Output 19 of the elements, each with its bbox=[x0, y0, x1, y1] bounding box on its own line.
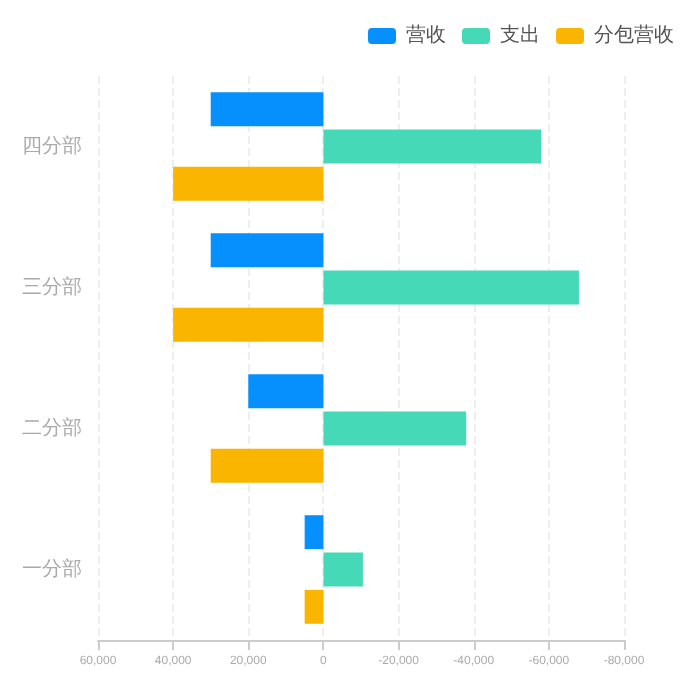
bar bbox=[304, 515, 324, 550]
bar bbox=[210, 92, 324, 127]
bar bbox=[248, 374, 324, 409]
y-tick-label: 一分部 bbox=[22, 556, 82, 581]
bar bbox=[323, 411, 467, 446]
bar bbox=[304, 589, 324, 624]
y-tick-label: 三分部 bbox=[22, 274, 82, 299]
y-tick-label: 四分部 bbox=[22, 133, 82, 158]
bar bbox=[210, 448, 324, 483]
legend-label: 分包营收 bbox=[594, 23, 674, 47]
bar bbox=[210, 233, 324, 268]
bar bbox=[323, 129, 542, 164]
bar bbox=[323, 270, 579, 305]
legend-label: 营收 bbox=[406, 23, 446, 47]
legend-label: 支出 bbox=[500, 23, 540, 47]
bar bbox=[173, 307, 324, 342]
y-tick-label: 二分部 bbox=[22, 415, 82, 440]
bar bbox=[323, 552, 363, 587]
bar bbox=[173, 166, 324, 201]
